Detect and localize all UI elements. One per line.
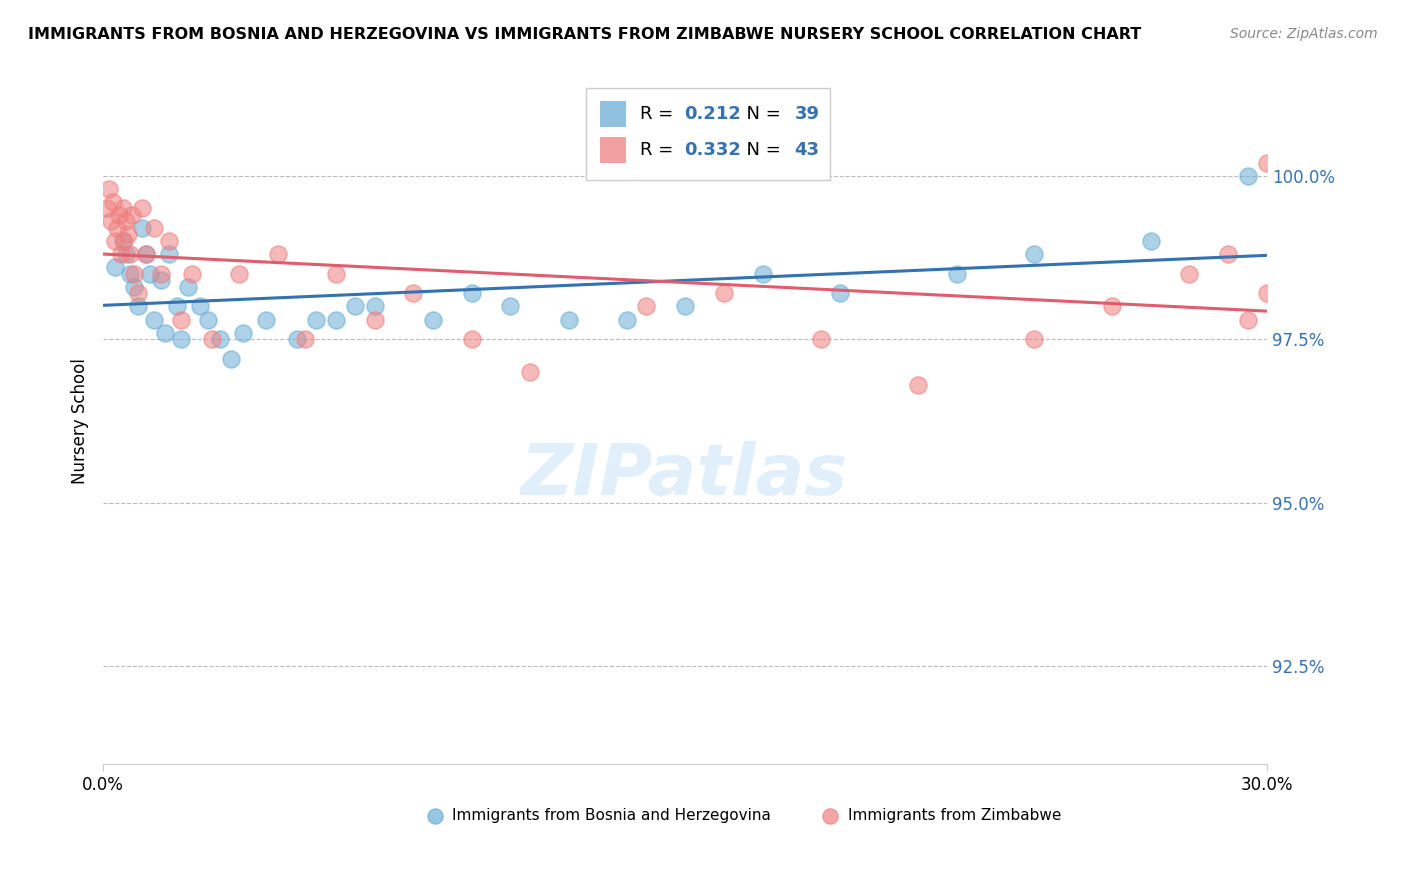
Point [115,247,138,261]
Point [228,267,250,281]
Point [1236,169,1258,183]
Point [499,300,522,314]
Point [135,247,157,261]
Point [100,214,122,228]
Point [201,332,224,346]
Point [1216,247,1239,261]
Point [460,332,482,346]
Point [188,300,211,314]
Point [616,312,638,326]
Point [1256,155,1278,169]
Point [1178,267,1201,281]
Point [120,247,142,261]
Point [305,312,328,326]
Bar [600,101,626,127]
Point [557,312,579,326]
Point [105,221,128,235]
Point [197,312,219,326]
Point [325,267,347,281]
Point [1101,300,1123,314]
Point [460,286,482,301]
Point [751,267,773,281]
Point [111,202,134,216]
Point [114,234,136,248]
Point [830,286,852,301]
Point [294,332,316,346]
Point [254,312,277,326]
Point [363,300,385,314]
Text: IMMIGRANTS FROM BOSNIA AND HERZEGOVINA VS IMMIGRANTS FROM ZIMBABWE NURSERY SCHOO: IMMIGRANTS FROM BOSNIA AND HERZEGOVINA V… [28,27,1142,42]
Point [107,208,129,222]
Point [1256,286,1278,301]
Text: R =: R = [640,141,679,159]
Point [181,267,204,281]
Point [232,326,254,340]
Point [115,214,138,228]
Point [142,312,165,326]
Point [117,227,139,242]
Text: Immigrants from Zimbabwe: Immigrants from Zimbabwe [848,808,1062,823]
Point [120,267,142,281]
Point [636,300,658,314]
Y-axis label: Nursery School: Nursery School [72,358,89,483]
Point [810,332,832,346]
Text: N =: N = [735,141,786,159]
Point [127,286,149,301]
Point [673,300,696,314]
Point [1024,332,1046,346]
Bar [600,136,626,162]
Text: 0.212: 0.212 [683,105,741,123]
Text: 39: 39 [794,105,820,123]
Point [122,267,145,281]
Point [325,312,347,326]
Point [121,208,143,222]
Point [150,273,173,287]
Point [111,234,134,248]
Point [344,300,367,314]
Text: Immigrants from Bosnia and Herzegovina: Immigrants from Bosnia and Herzegovina [453,808,770,823]
Point [285,332,308,346]
Point [127,300,149,314]
Text: ZIPatlas: ZIPatlas [522,442,849,510]
Text: 43: 43 [794,141,820,159]
Point [907,378,929,392]
Point [170,332,193,346]
Point [101,194,124,209]
Point [135,247,157,261]
Point [150,267,173,281]
Point [96,202,118,216]
Text: 0.332: 0.332 [683,141,741,159]
Point [422,312,444,326]
Point [157,234,180,248]
Point [267,247,290,261]
Point [1139,234,1161,248]
Point [945,267,967,281]
Point [166,300,188,314]
Point [713,286,735,301]
Point [402,286,425,301]
Point [1024,247,1046,261]
Point [1236,312,1258,326]
FancyBboxPatch shape [586,87,831,180]
Point [157,247,180,261]
Point [519,365,541,379]
Point [219,351,242,366]
Point [138,267,160,281]
Text: R =: R = [640,105,679,123]
Point [170,312,193,326]
Point [153,326,176,340]
Text: N =: N = [735,105,786,123]
Point [110,247,132,261]
Point [122,280,145,294]
Point [208,332,231,346]
Point [104,234,127,248]
Point [131,202,153,216]
Point [177,280,200,294]
Point [104,260,127,275]
Point [363,312,385,326]
Text: Source: ZipAtlas.com: Source: ZipAtlas.com [1230,27,1378,41]
Point [97,182,120,196]
Point [131,221,153,235]
Point [142,221,165,235]
